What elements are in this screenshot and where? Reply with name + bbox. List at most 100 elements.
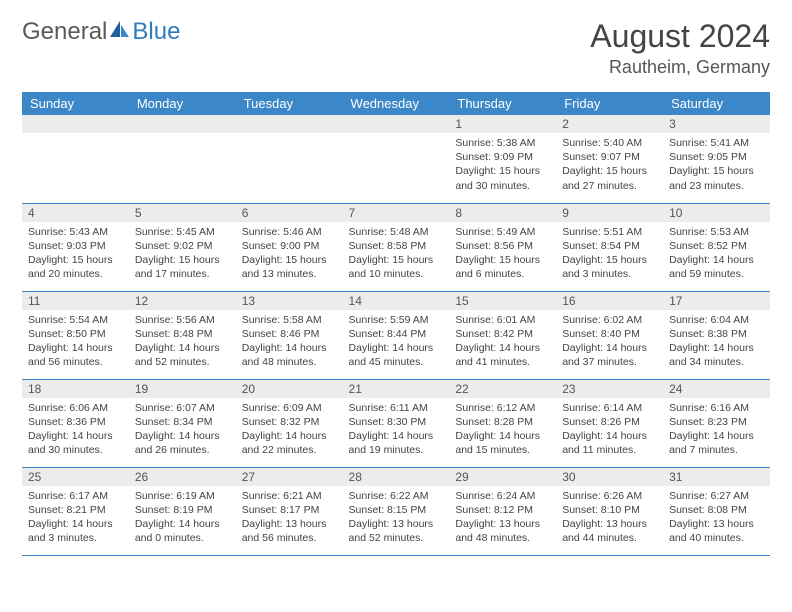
day-number: 4	[22, 204, 129, 222]
day-details: Sunrise: 5:43 AMSunset: 9:03 PMDaylight:…	[22, 222, 129, 286]
calendar-cell: 1Sunrise: 5:38 AMSunset: 9:09 PMDaylight…	[449, 115, 556, 203]
day-number: 28	[343, 468, 450, 486]
day-details: Sunrise: 5:53 AMSunset: 8:52 PMDaylight:…	[663, 222, 770, 286]
calendar-cell: 15Sunrise: 6:01 AMSunset: 8:42 PMDayligh…	[449, 291, 556, 379]
day-number: 19	[129, 380, 236, 398]
calendar-cell: 13Sunrise: 5:58 AMSunset: 8:46 PMDayligh…	[236, 291, 343, 379]
day-number: 7	[343, 204, 450, 222]
day-number: 26	[129, 468, 236, 486]
day-number: 22	[449, 380, 556, 398]
day-number: 3	[663, 115, 770, 133]
day-details: Sunrise: 6:07 AMSunset: 8:34 PMDaylight:…	[129, 398, 236, 462]
day-details: Sunrise: 6:06 AMSunset: 8:36 PMDaylight:…	[22, 398, 129, 462]
day-number: 11	[22, 292, 129, 310]
day-number: 2	[556, 115, 663, 133]
calendar-cell: 24Sunrise: 6:16 AMSunset: 8:23 PMDayligh…	[663, 379, 770, 467]
day-number: 1	[449, 115, 556, 133]
calendar-cell: 23Sunrise: 6:14 AMSunset: 8:26 PMDayligh…	[556, 379, 663, 467]
calendar-cell	[22, 115, 129, 203]
calendar-cell	[129, 115, 236, 203]
calendar-cell: 5Sunrise: 5:45 AMSunset: 9:02 PMDaylight…	[129, 203, 236, 291]
day-details: Sunrise: 6:26 AMSunset: 8:10 PMDaylight:…	[556, 486, 663, 550]
calendar-cell: 11Sunrise: 5:54 AMSunset: 8:50 PMDayligh…	[22, 291, 129, 379]
calendar-cell: 20Sunrise: 6:09 AMSunset: 8:32 PMDayligh…	[236, 379, 343, 467]
day-details: Sunrise: 5:59 AMSunset: 8:44 PMDaylight:…	[343, 310, 450, 374]
calendar-week-row: 18Sunrise: 6:06 AMSunset: 8:36 PMDayligh…	[22, 379, 770, 467]
day-number: 18	[22, 380, 129, 398]
calendar-cell: 6Sunrise: 5:46 AMSunset: 9:00 PMDaylight…	[236, 203, 343, 291]
day-details: Sunrise: 6:12 AMSunset: 8:28 PMDaylight:…	[449, 398, 556, 462]
day-details: Sunrise: 6:04 AMSunset: 8:38 PMDaylight:…	[663, 310, 770, 374]
day-details: Sunrise: 5:49 AMSunset: 8:56 PMDaylight:…	[449, 222, 556, 286]
day-number: 12	[129, 292, 236, 310]
calendar-cell: 14Sunrise: 5:59 AMSunset: 8:44 PMDayligh…	[343, 291, 450, 379]
day-number: 16	[556, 292, 663, 310]
calendar-week-row: 4Sunrise: 5:43 AMSunset: 9:03 PMDaylight…	[22, 203, 770, 291]
weekday-header-row: SundayMondayTuesdayWednesdayThursdayFrid…	[22, 92, 770, 115]
sail-icon	[109, 18, 131, 46]
calendar-week-row: 11Sunrise: 5:54 AMSunset: 8:50 PMDayligh…	[22, 291, 770, 379]
page-header: General Blue August 2024 Rautheim, Germa…	[22, 18, 770, 78]
calendar-week-row: 25Sunrise: 6:17 AMSunset: 8:21 PMDayligh…	[22, 467, 770, 555]
calendar-cell: 25Sunrise: 6:17 AMSunset: 8:21 PMDayligh…	[22, 467, 129, 555]
day-details: Sunrise: 5:51 AMSunset: 8:54 PMDaylight:…	[556, 222, 663, 286]
day-details: Sunrise: 6:19 AMSunset: 8:19 PMDaylight:…	[129, 486, 236, 550]
day-number: 27	[236, 468, 343, 486]
brand-logo: General Blue	[22, 18, 180, 46]
title-block: August 2024 Rautheim, Germany	[590, 18, 770, 78]
day-number: 15	[449, 292, 556, 310]
day-number: 23	[556, 380, 663, 398]
day-number: 30	[556, 468, 663, 486]
calendar-cell	[236, 115, 343, 203]
calendar-cell: 31Sunrise: 6:27 AMSunset: 8:08 PMDayligh…	[663, 467, 770, 555]
day-number: 17	[663, 292, 770, 310]
day-number: 21	[343, 380, 450, 398]
calendar-cell: 18Sunrise: 6:06 AMSunset: 8:36 PMDayligh…	[22, 379, 129, 467]
weekday-header: Monday	[129, 92, 236, 115]
brand-part1: General	[22, 18, 107, 46]
calendar-cell: 27Sunrise: 6:21 AMSunset: 8:17 PMDayligh…	[236, 467, 343, 555]
calendar-cell: 7Sunrise: 5:48 AMSunset: 8:58 PMDaylight…	[343, 203, 450, 291]
day-details: Sunrise: 5:45 AMSunset: 9:02 PMDaylight:…	[129, 222, 236, 286]
calendar-cell: 29Sunrise: 6:24 AMSunset: 8:12 PMDayligh…	[449, 467, 556, 555]
calendar-cell: 21Sunrise: 6:11 AMSunset: 8:30 PMDayligh…	[343, 379, 450, 467]
day-details: Sunrise: 6:22 AMSunset: 8:15 PMDaylight:…	[343, 486, 450, 550]
calendar-cell: 4Sunrise: 5:43 AMSunset: 9:03 PMDaylight…	[22, 203, 129, 291]
day-number: 6	[236, 204, 343, 222]
day-number: 25	[22, 468, 129, 486]
day-number-empty	[129, 115, 236, 133]
weekday-header: Wednesday	[343, 92, 450, 115]
weekday-header: Friday	[556, 92, 663, 115]
day-details: Sunrise: 5:54 AMSunset: 8:50 PMDaylight:…	[22, 310, 129, 374]
calendar-cell: 26Sunrise: 6:19 AMSunset: 8:19 PMDayligh…	[129, 467, 236, 555]
day-number: 10	[663, 204, 770, 222]
day-details: Sunrise: 5:38 AMSunset: 9:09 PMDaylight:…	[449, 133, 556, 197]
day-details: Sunrise: 5:41 AMSunset: 9:05 PMDaylight:…	[663, 133, 770, 197]
day-details: Sunrise: 6:24 AMSunset: 8:12 PMDaylight:…	[449, 486, 556, 550]
calendar-cell: 19Sunrise: 6:07 AMSunset: 8:34 PMDayligh…	[129, 379, 236, 467]
day-number-empty	[22, 115, 129, 133]
weekday-header: Sunday	[22, 92, 129, 115]
day-details: Sunrise: 6:14 AMSunset: 8:26 PMDaylight:…	[556, 398, 663, 462]
day-number: 29	[449, 468, 556, 486]
calendar-cell: 9Sunrise: 5:51 AMSunset: 8:54 PMDaylight…	[556, 203, 663, 291]
month-title: August 2024	[590, 18, 770, 55]
day-details: Sunrise: 6:17 AMSunset: 8:21 PMDaylight:…	[22, 486, 129, 550]
calendar-cell: 8Sunrise: 5:49 AMSunset: 8:56 PMDaylight…	[449, 203, 556, 291]
day-number: 31	[663, 468, 770, 486]
day-number: 13	[236, 292, 343, 310]
calendar-week-row: 1Sunrise: 5:38 AMSunset: 9:09 PMDaylight…	[22, 115, 770, 203]
weekday-header: Thursday	[449, 92, 556, 115]
day-number: 9	[556, 204, 663, 222]
calendar-cell: 10Sunrise: 5:53 AMSunset: 8:52 PMDayligh…	[663, 203, 770, 291]
calendar-cell: 16Sunrise: 6:02 AMSunset: 8:40 PMDayligh…	[556, 291, 663, 379]
calendar-cell: 17Sunrise: 6:04 AMSunset: 8:38 PMDayligh…	[663, 291, 770, 379]
calendar-cell: 22Sunrise: 6:12 AMSunset: 8:28 PMDayligh…	[449, 379, 556, 467]
calendar-cell: 3Sunrise: 5:41 AMSunset: 9:05 PMDaylight…	[663, 115, 770, 203]
day-details: Sunrise: 6:01 AMSunset: 8:42 PMDaylight:…	[449, 310, 556, 374]
day-number-empty	[236, 115, 343, 133]
day-number: 24	[663, 380, 770, 398]
day-number: 8	[449, 204, 556, 222]
calendar-table: SundayMondayTuesdayWednesdayThursdayFrid…	[22, 92, 770, 556]
location-label: Rautheim, Germany	[590, 57, 770, 78]
